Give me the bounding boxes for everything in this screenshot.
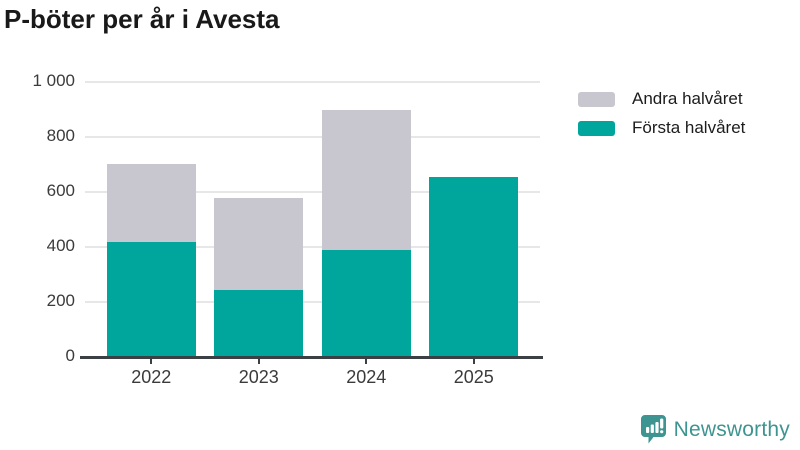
x-tick-label-2024: 2024 bbox=[346, 367, 387, 387]
gridline-600 bbox=[85, 191, 540, 193]
legend-label: Andra halvåret bbox=[632, 89, 743, 108]
x-tick-2025 bbox=[472, 358, 475, 364]
bar-2022-första-halvåret bbox=[106, 242, 196, 357]
x-tick-2024 bbox=[365, 358, 368, 364]
bar-2022-andra-halvåret bbox=[106, 163, 196, 243]
y-axis-labels: 0 200 400 600 800 1 000 bbox=[0, 72, 75, 365]
bar-2024-andra-halvåret bbox=[321, 110, 411, 250]
x-tick-label-2022: 2022 bbox=[131, 367, 172, 387]
plot-area bbox=[85, 81, 540, 357]
newsworthy-speech-bubble-bar-chart-icon bbox=[640, 415, 666, 444]
legend-swatch bbox=[578, 120, 615, 136]
bar-2025-första-halvåret bbox=[429, 176, 519, 357]
gridline-1000 bbox=[85, 81, 540, 83]
gridline-200 bbox=[85, 301, 540, 303]
legend-item-första-halvåret: Första halvåret bbox=[578, 118, 745, 138]
y-tick-label: 1 000 bbox=[32, 71, 75, 90]
bar-2023-första-halvåret bbox=[214, 289, 304, 357]
y-tick-label: 600 bbox=[46, 181, 75, 200]
legend-swatch bbox=[578, 91, 615, 107]
x-axis: 2022 2023 2024 2025 bbox=[85, 358, 540, 398]
x-tick-label-2023: 2023 bbox=[238, 367, 279, 387]
bar-2024-första-halvåret bbox=[321, 249, 411, 357]
newsworthy-logo-text: Newsworthy bbox=[673, 417, 790, 441]
legend-label: Första halvåret bbox=[632, 118, 746, 137]
x-tick-2022 bbox=[150, 358, 153, 364]
y-tick-label: 200 bbox=[46, 291, 75, 310]
y-tick-label: 400 bbox=[46, 236, 75, 255]
gridline-400 bbox=[85, 246, 540, 248]
legend-item-andra-halvåret: Andra halvåret bbox=[578, 89, 745, 109]
y-tick-label: 800 bbox=[46, 126, 75, 145]
newsworthy-logo: Newsworthy bbox=[640, 414, 790, 445]
bar-2023-andra-halvåret bbox=[214, 197, 304, 290]
legend: Andra halvåret Första halvåret bbox=[578, 89, 745, 147]
gridline-800 bbox=[85, 136, 540, 138]
y-tick-label: 0 bbox=[65, 346, 75, 365]
x-tick-2023 bbox=[257, 358, 260, 364]
chart-title: P-böter per år i Avesta bbox=[4, 4, 280, 34]
x-tick-label-2025: 2025 bbox=[453, 367, 494, 387]
x-axis-line bbox=[80, 356, 543, 359]
